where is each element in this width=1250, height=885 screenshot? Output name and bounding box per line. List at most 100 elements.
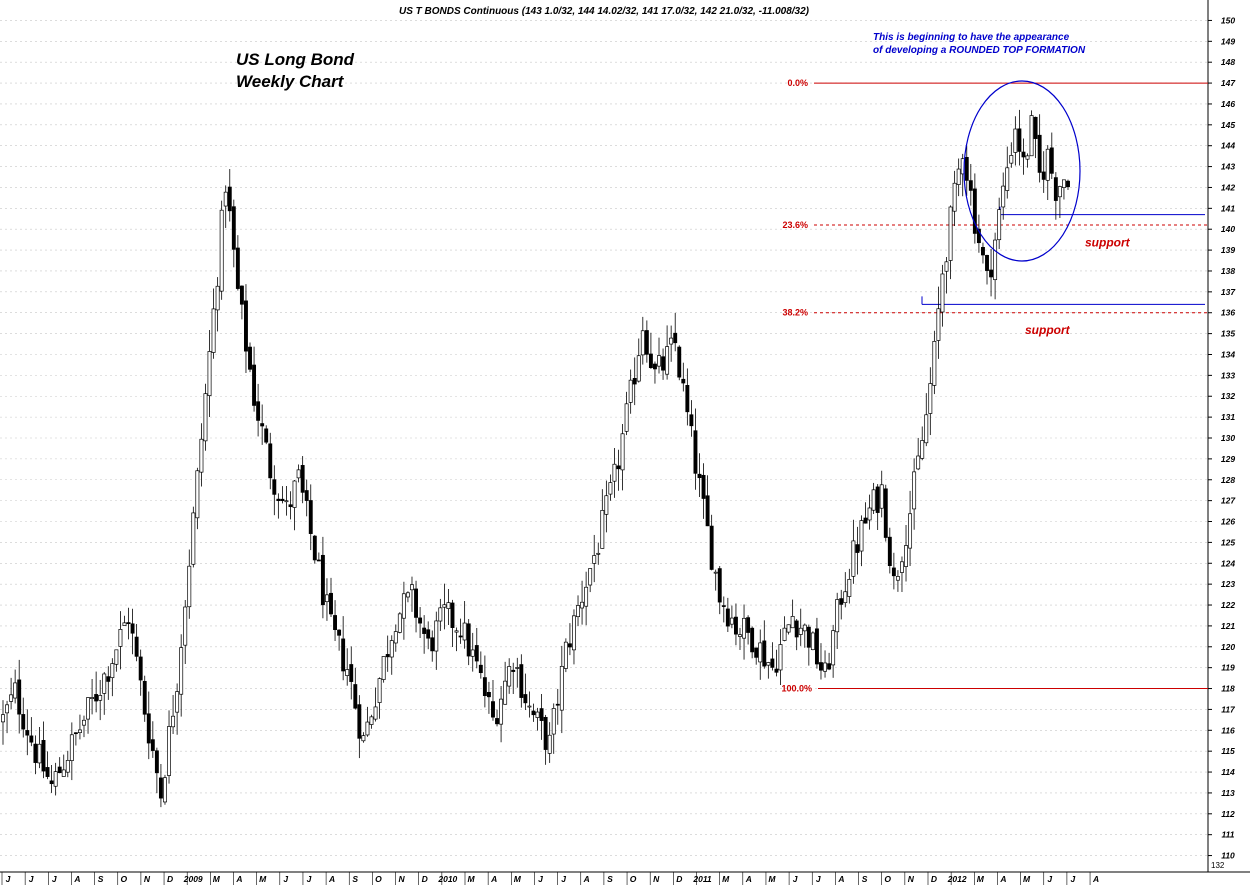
candle [320, 536, 325, 619]
candle-body [669, 337, 674, 345]
candle-body [167, 726, 171, 776]
candle [904, 524, 908, 582]
candle [802, 623, 807, 648]
candle [762, 620, 767, 669]
candle [993, 232, 998, 300]
candle [1033, 116, 1038, 159]
candle [592, 534, 597, 583]
candle-body [264, 428, 269, 443]
candle [183, 599, 188, 664]
candle [90, 679, 95, 715]
candle [312, 534, 317, 564]
candle-body [357, 704, 362, 739]
candle-body [276, 498, 281, 502]
candle-body [879, 484, 884, 509]
candle-body [810, 632, 815, 651]
candle-body [742, 617, 746, 639]
candle-body [94, 694, 99, 702]
candle-body [17, 679, 22, 715]
candle-body [29, 735, 34, 743]
x-tick-label: M [514, 874, 522, 884]
candle [438, 598, 443, 631]
candle-body [296, 469, 301, 479]
candle [393, 624, 398, 652]
candle [551, 703, 556, 754]
candle [616, 449, 621, 491]
candle-body [73, 732, 78, 735]
candle [171, 694, 176, 734]
candle [580, 580, 585, 625]
x-tick-label: J [793, 874, 798, 884]
candle [17, 659, 22, 734]
x-tick-label: O [630, 874, 637, 884]
x-tick-label: 2011 [692, 874, 712, 884]
candle-body [624, 403, 629, 432]
candle-body [450, 602, 455, 628]
candle-body [551, 708, 556, 735]
y-tick-label: 130 [1221, 433, 1235, 443]
candle [997, 197, 1002, 249]
candle [77, 714, 82, 740]
x-tick-label: J [52, 874, 57, 884]
candle [272, 465, 277, 516]
candle [231, 199, 236, 268]
candle-body [1037, 134, 1042, 173]
candle [446, 588, 451, 625]
candle-body [685, 385, 690, 413]
candle-body [733, 616, 738, 635]
candle-body [146, 713, 151, 744]
candle [486, 681, 491, 714]
chart-title-line1: US Long Bond [236, 50, 355, 69]
candle [126, 607, 131, 640]
candle-body [895, 576, 900, 581]
candle-body [802, 624, 807, 632]
candle-body [154, 750, 159, 774]
candle [288, 491, 293, 520]
candle [669, 325, 674, 362]
candle [1057, 185, 1062, 219]
candle [1029, 110, 1034, 157]
candle [673, 312, 678, 352]
annotation-line2: of developing a ROUNDED TOP FORMATION [873, 45, 1086, 56]
candle [948, 205, 953, 280]
candle-body [717, 568, 722, 603]
candle-body [867, 507, 872, 521]
candle [928, 367, 933, 436]
candle [547, 722, 552, 763]
candle [57, 757, 62, 774]
candle [835, 592, 840, 649]
x-tick-label: O [120, 874, 127, 884]
y-tick-label: 110 [1221, 851, 1235, 861]
candle-body [608, 482, 613, 495]
x-tick-label: A [490, 874, 497, 884]
candle [588, 568, 593, 593]
candle [851, 519, 856, 584]
y-tick-label: 134 [1221, 349, 1235, 359]
candle [746, 615, 751, 645]
y-tick-label: 113 [1221, 788, 1235, 798]
support-label: support [1085, 235, 1131, 249]
candle [381, 656, 386, 683]
candle [414, 580, 418, 633]
candle-body [543, 716, 548, 750]
candle-body [203, 393, 208, 442]
candle [82, 715, 86, 738]
candle-body [235, 247, 240, 289]
y-tick-label: 122 [1221, 600, 1235, 610]
candle [369, 714, 374, 729]
candle-body [709, 525, 714, 570]
candle-body [584, 586, 589, 607]
x-tick-label: M [1023, 874, 1031, 884]
x-tick-label: N [653, 874, 660, 884]
candle-body [859, 520, 864, 552]
candle-body [244, 300, 248, 352]
candle-body [547, 734, 552, 754]
candle [341, 616, 346, 681]
candle-body [604, 495, 609, 515]
x-tick-label: A [328, 874, 335, 884]
candle-body [438, 607, 443, 622]
candle-body [701, 474, 706, 499]
candle [527, 691, 532, 718]
y-tick-label: 146 [1221, 99, 1235, 109]
candle-body [329, 592, 333, 615]
